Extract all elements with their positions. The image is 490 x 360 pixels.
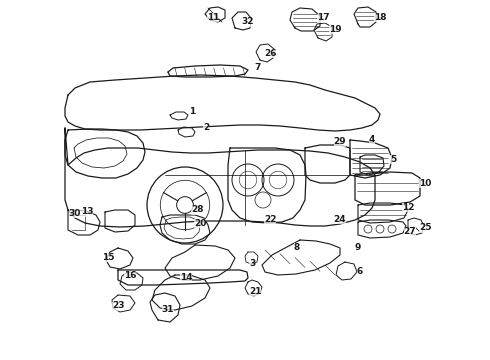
Text: 9: 9	[355, 243, 361, 252]
Text: 29: 29	[334, 138, 346, 147]
Text: 8: 8	[294, 243, 300, 252]
Text: 19: 19	[329, 24, 342, 33]
Text: 1: 1	[189, 108, 195, 117]
Text: 2: 2	[203, 123, 209, 132]
Text: 31: 31	[162, 306, 174, 315]
Text: 13: 13	[81, 207, 93, 216]
Text: 24: 24	[334, 215, 346, 224]
Text: 3: 3	[249, 258, 255, 267]
Text: 30: 30	[69, 208, 81, 217]
Text: 15: 15	[102, 252, 114, 261]
Text: 11: 11	[207, 13, 219, 22]
Text: 17: 17	[317, 13, 329, 22]
Text: 5: 5	[390, 154, 396, 163]
Text: 6: 6	[357, 266, 363, 275]
Text: 26: 26	[264, 49, 276, 58]
Text: 18: 18	[374, 13, 386, 22]
Text: 20: 20	[194, 219, 206, 228]
Text: 12: 12	[402, 202, 414, 211]
Text: 7: 7	[255, 63, 261, 72]
Text: 32: 32	[242, 18, 254, 27]
Text: 10: 10	[419, 179, 431, 188]
Text: 23: 23	[112, 302, 124, 310]
Text: 27: 27	[404, 228, 416, 237]
Text: 22: 22	[264, 216, 276, 225]
Text: 14: 14	[180, 274, 192, 283]
Text: 4: 4	[369, 135, 375, 144]
Text: 21: 21	[249, 287, 261, 296]
Text: 28: 28	[191, 206, 203, 215]
Text: 16: 16	[124, 270, 136, 279]
Text: 25: 25	[419, 224, 431, 233]
